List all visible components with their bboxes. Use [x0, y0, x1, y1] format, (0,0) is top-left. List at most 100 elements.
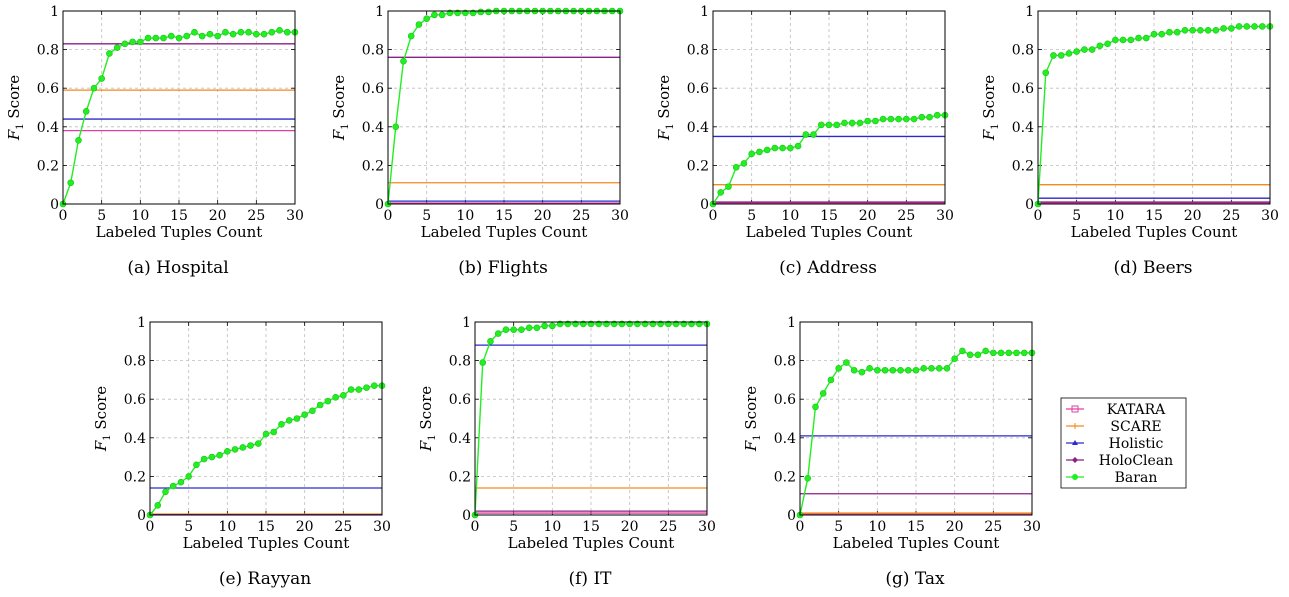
data-point-baran — [260, 30, 268, 38]
data-point-baran — [819, 390, 827, 397]
data-point-baran — [1135, 34, 1142, 42]
data-point-baran — [487, 337, 494, 345]
data-point-baran — [912, 366, 920, 374]
y-tick-label: 0.8 — [774, 354, 796, 370]
data-point-baran — [817, 121, 825, 129]
data-point-baran — [98, 75, 105, 82]
legend-label: SCARE — [1110, 419, 1161, 435]
data-point-baran — [75, 137, 82, 144]
data-point-baran — [518, 326, 525, 334]
y-tick-label: 0.2 — [362, 158, 384, 174]
data-point-baran — [1050, 52, 1057, 59]
data-point-baran — [355, 386, 363, 393]
data-point-baran — [1119, 36, 1127, 44]
data-point-baran — [477, 8, 485, 16]
series-line-baran — [62, 29, 295, 205]
chart-panel: 0 5 10 15 20 25 30 0 0.2 0.4 0.6 0.8 1 Labeled Tuples… — [92, 315, 391, 552]
legend-label: Holistic — [1109, 436, 1164, 452]
y-axis-label: F1 Score — [417, 386, 438, 452]
data-point-baran — [162, 488, 169, 496]
chart-panel: 0 5 10 15 20 25 30 0 0.2 0.4 0.6 0.8 1 Labeled Tuples… — [417, 315, 716, 552]
data-point-baran — [787, 144, 794, 152]
data-point-baran — [1220, 25, 1227, 32]
data-point-baran — [183, 32, 191, 40]
data-point-baran — [763, 146, 771, 154]
data-point-baran — [889, 366, 897, 374]
data-point-baran — [1197, 26, 1204, 34]
plot-frame — [474, 321, 708, 516]
data-point-baran — [262, 430, 270, 438]
data-point-baran — [771, 144, 779, 152]
data-point-baran — [1065, 50, 1073, 57]
x-tick-label: 0 — [796, 519, 805, 535]
x-tick-label: 15 — [1145, 208, 1163, 224]
y-tick-label: 1 — [787, 315, 796, 331]
data-point-baran — [400, 57, 407, 65]
data-point-baran — [926, 113, 933, 121]
data-point-baran — [245, 28, 252, 36]
data-point-baran — [67, 179, 75, 187]
data-point-baran — [309, 407, 316, 415]
data-point-baran — [866, 365, 873, 372]
x-axis-label: Labeled Tuples Count — [183, 534, 350, 552]
y-tick-label: 0 — [1025, 197, 1034, 213]
data-point-baran — [237, 28, 245, 36]
data-point-baran — [990, 349, 997, 357]
data-point-baran — [438, 11, 446, 19]
x-tick-label: 0 — [59, 208, 68, 224]
data-point-baran — [1258, 23, 1266, 30]
data-point-baran — [198, 32, 206, 40]
data-point-baran — [301, 411, 308, 418]
caption-rayyan: (e) Rayyan — [218, 569, 312, 589]
y-tick-label: 0.8 — [124, 354, 146, 370]
x-tick-label: 10 — [218, 519, 236, 535]
plot-frame — [387, 10, 621, 205]
x-tick-label: 0 — [1034, 208, 1043, 224]
plot-frame — [799, 321, 1033, 516]
data-point-baran — [549, 322, 556, 330]
data-point-baran — [1142, 34, 1150, 42]
data-point-baran — [1212, 26, 1220, 34]
y-tick-label: 0.6 — [37, 81, 59, 97]
data-point-baran — [1096, 42, 1104, 50]
data-point-baran — [1013, 349, 1020, 357]
data-point-baran — [253, 30, 260, 38]
data-point-baran — [392, 123, 400, 131]
data-point-baran — [316, 401, 324, 409]
legend-label: Baran — [1115, 470, 1158, 486]
y-axis-label-f: F — [980, 129, 998, 141]
y-axis-label: F1 Score — [5, 75, 26, 141]
x-tick-label: 20 — [859, 208, 877, 224]
data-point-baran — [208, 453, 216, 461]
data-point-baran — [1005, 349, 1013, 357]
data-point-baran — [160, 34, 167, 42]
chart-panel: 0 5 10 15 20 25 30 0 0.2 0.4 0.6 0.8 1 Labeled Tuples… — [980, 4, 1279, 241]
data-point-baran — [216, 451, 223, 459]
data-point-baran — [943, 365, 951, 372]
x-tick-label: 20 — [296, 519, 314, 535]
x-tick-label: 10 — [1106, 208, 1124, 224]
x-axis-label: Labeled Tuples Count — [1071, 223, 1238, 241]
x-tick-label: 5 — [1072, 208, 1081, 224]
data-point-baran — [740, 160, 748, 167]
data-point-baran — [997, 349, 1005, 357]
data-point-baran — [324, 397, 332, 405]
data-point-baran — [802, 131, 810, 138]
data-point-baran — [848, 119, 856, 127]
data-point-baran — [904, 366, 912, 374]
y-axis-label-text: Score — [417, 386, 435, 435]
data-point-baran — [206, 30, 214, 38]
data-point-baran — [415, 21, 423, 28]
x-tick-label: 25 — [334, 519, 352, 535]
data-point-baran — [725, 183, 732, 190]
legend-marker — [1072, 423, 1078, 429]
plot-frame — [62, 10, 296, 205]
x-tick-label: 20 — [946, 519, 964, 535]
data-point-baran — [340, 392, 347, 399]
data-point-baran — [779, 144, 786, 152]
legend-label: KATARA — [1107, 402, 1166, 418]
y-axis-label-sub: 1 — [752, 434, 763, 440]
legend-marker — [1071, 405, 1079, 413]
data-point-baran — [191, 28, 198, 36]
